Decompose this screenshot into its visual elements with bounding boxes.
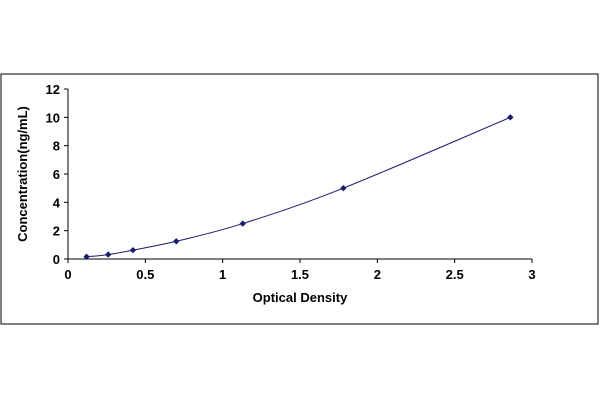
data-point [173, 238, 180, 245]
x-tick-label: 0.5 [136, 267, 154, 282]
x-axis: 0 0.5 1 1.5 2 2.5 3 [64, 258, 536, 282]
y-tick-label: 6 [53, 167, 60, 182]
data-point [83, 253, 90, 260]
data-point [105, 251, 112, 258]
y-axis: 0 2 4 6 8 10 12 [46, 82, 69, 267]
y-tick-label: 8 [53, 139, 60, 154]
y-tick-label: 0 [53, 252, 60, 267]
x-tick-label: 3 [528, 267, 535, 282]
data-point [340, 184, 347, 192]
y-axis-title: Concentration(ng/mL) [15, 106, 30, 242]
x-tick-label: 2.5 [446, 267, 464, 282]
y-tick-label: 10 [46, 110, 60, 125]
x-tick-label: 0 [64, 267, 71, 282]
y-tick-label: 12 [46, 82, 60, 97]
y-tick-label: 4 [53, 195, 61, 210]
data-point [239, 220, 246, 227]
y-tick-label: 2 [53, 224, 60, 239]
data-point [507, 114, 514, 121]
x-tick-label: 2 [374, 267, 381, 282]
data-point [129, 246, 137, 254]
data-points [83, 114, 514, 260]
chart-border [0, 73, 599, 325]
x-tick-label: 1.5 [291, 267, 309, 282]
x-axis-title: Optical Density [253, 290, 348, 305]
x-tick-label: 1 [219, 267, 226, 282]
